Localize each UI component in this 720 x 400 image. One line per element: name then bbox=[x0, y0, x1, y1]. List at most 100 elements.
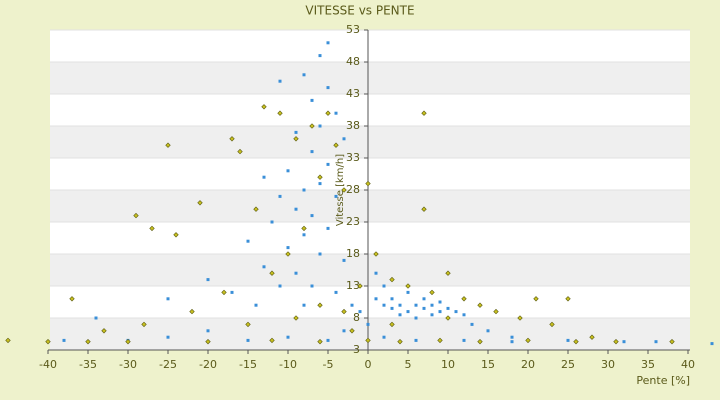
point bbox=[533, 296, 539, 302]
point bbox=[622, 340, 626, 344]
chart-title: VITESSE vs PENTE bbox=[305, 4, 414, 18]
point bbox=[510, 335, 514, 339]
point bbox=[261, 104, 267, 110]
point bbox=[302, 188, 306, 192]
point bbox=[358, 310, 362, 314]
point bbox=[437, 337, 443, 344]
point bbox=[318, 182, 322, 186]
point bbox=[245, 321, 251, 328]
point bbox=[373, 251, 379, 257]
x-tick-label: -5 bbox=[323, 358, 334, 371]
point bbox=[294, 207, 298, 211]
point bbox=[341, 308, 347, 315]
point bbox=[445, 315, 451, 321]
point bbox=[710, 342, 714, 346]
point bbox=[334, 290, 338, 294]
point bbox=[406, 290, 410, 294]
point bbox=[310, 98, 314, 102]
point bbox=[414, 316, 418, 320]
x-tick-label: -25 bbox=[159, 358, 177, 371]
point bbox=[390, 297, 394, 301]
point bbox=[318, 252, 322, 256]
x-tick-label: 0 bbox=[365, 358, 372, 371]
point bbox=[510, 340, 514, 344]
point bbox=[573, 338, 579, 345]
point bbox=[278, 79, 282, 83]
point bbox=[269, 270, 275, 276]
point bbox=[438, 310, 442, 314]
point bbox=[382, 335, 386, 339]
point bbox=[430, 313, 434, 317]
point bbox=[85, 338, 91, 345]
point bbox=[461, 296, 467, 302]
point bbox=[342, 329, 346, 333]
point bbox=[262, 265, 266, 269]
point bbox=[285, 251, 291, 257]
point bbox=[390, 306, 394, 310]
point bbox=[406, 310, 410, 314]
point bbox=[309, 123, 315, 129]
grid-band bbox=[50, 254, 690, 286]
point bbox=[389, 276, 395, 283]
point bbox=[438, 300, 442, 304]
point bbox=[326, 162, 330, 166]
point bbox=[325, 110, 331, 116]
point bbox=[422, 306, 426, 310]
x-tick-label: 25 bbox=[561, 358, 575, 371]
point bbox=[389, 321, 395, 328]
grid-band bbox=[50, 62, 690, 94]
point bbox=[278, 284, 282, 288]
x-tick-label: 5 bbox=[405, 358, 412, 371]
point bbox=[365, 337, 371, 344]
y-tick-label: 48 bbox=[346, 55, 360, 68]
point bbox=[398, 303, 402, 307]
point bbox=[310, 150, 314, 154]
point bbox=[517, 315, 523, 321]
point bbox=[318, 54, 322, 58]
y-tick-label: 38 bbox=[346, 119, 360, 132]
point bbox=[342, 137, 346, 141]
point bbox=[317, 338, 323, 345]
point bbox=[301, 225, 307, 232]
point bbox=[317, 174, 323, 180]
point bbox=[294, 130, 298, 134]
point bbox=[326, 338, 330, 342]
point bbox=[429, 289, 435, 296]
point bbox=[397, 338, 403, 345]
x-tick-label: -35 bbox=[79, 358, 97, 371]
point bbox=[341, 187, 347, 193]
point bbox=[69, 296, 75, 302]
point bbox=[414, 303, 418, 307]
point bbox=[101, 328, 107, 334]
point bbox=[333, 142, 339, 148]
point bbox=[302, 303, 306, 307]
x-tick-label: -15 bbox=[239, 358, 257, 371]
point bbox=[302, 73, 306, 77]
point bbox=[253, 206, 259, 212]
point bbox=[405, 283, 411, 289]
point bbox=[206, 329, 210, 333]
point bbox=[446, 306, 450, 310]
x-tick-label: 35 bbox=[641, 358, 655, 371]
point bbox=[125, 338, 131, 345]
point bbox=[189, 308, 195, 315]
point bbox=[365, 180, 371, 187]
point bbox=[310, 214, 314, 218]
grid-band bbox=[50, 126, 690, 158]
point bbox=[277, 110, 283, 116]
point bbox=[326, 226, 330, 230]
point bbox=[589, 334, 595, 340]
point bbox=[310, 284, 314, 288]
point bbox=[342, 258, 346, 262]
x-tick-label: -30 bbox=[119, 358, 137, 371]
x-tick-label: 40 bbox=[681, 358, 695, 371]
point bbox=[382, 284, 386, 288]
point bbox=[294, 271, 298, 275]
point bbox=[166, 297, 170, 301]
point bbox=[414, 338, 418, 342]
point bbox=[221, 289, 227, 296]
point bbox=[654, 340, 658, 344]
x-axis-title: Pente [%] bbox=[636, 374, 690, 387]
point bbox=[293, 315, 299, 321]
